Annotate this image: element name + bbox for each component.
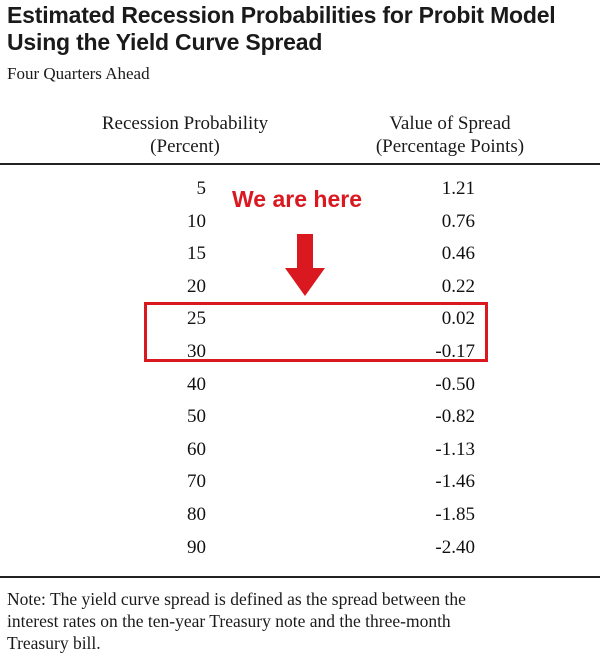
table-row-highlighted: 25 0.02: [0, 304, 600, 337]
spread-cell: 1.21: [441, 178, 475, 199]
table-row: 90 -2.40: [0, 533, 600, 566]
probability-cell: 25: [187, 308, 206, 330]
table-row: 80 -1.85: [0, 500, 600, 533]
table-note: Note: The yield curve spread is defined …: [7, 588, 592, 654]
down-arrow-icon: [285, 234, 325, 296]
probability-cell: 10: [187, 210, 206, 232]
probability-cell: 70: [187, 471, 206, 493]
probability-cell: 15: [187, 243, 206, 265]
table-row: 15 0.46: [0, 239, 600, 272]
column-header-spread: Value of Spread (Percentage Points): [340, 112, 560, 158]
header-divider: [0, 163, 600, 165]
spread-cell: 0.22: [441, 275, 475, 297]
column-header-probability-line-1: Recession Probability: [101, 113, 269, 134]
spread-cell: -1.85: [435, 503, 475, 525]
table-body: 5 1.21 10 0.76 15 0.46 20 0.22 25 0.02 3…: [0, 174, 600, 565]
probability-cell: 90: [187, 536, 206, 558]
spread-cell: 0.46: [441, 243, 475, 265]
probability-cell: 5: [196, 178, 207, 199]
probability-cell: 30: [187, 340, 206, 362]
probability-cell: 80: [187, 503, 206, 525]
probability-cell: 20: [187, 275, 206, 297]
note-line-1: Note: The yield curve spread is defined …: [7, 589, 466, 609]
column-header-probability-line-2: (Percent): [150, 136, 220, 157]
probability-cell: 60: [187, 438, 206, 460]
note-line-2: interest rates on the ten-year Treasury …: [7, 611, 451, 631]
we-are-here-callout: We are here: [232, 186, 362, 212]
column-header-spread-line-1: Value of Spread: [389, 113, 511, 134]
table-row: 20 0.22: [0, 272, 600, 305]
column-header-probability: Recession Probability (Percent): [70, 112, 300, 158]
spread-cell: -0.50: [435, 373, 475, 395]
spread-cell: 0.76: [441, 210, 475, 232]
title-line-2: Using the Yield Curve Spread: [7, 29, 323, 55]
highlight-box: [144, 302, 488, 362]
column-header-spread-line-2: (Percentage Points): [375, 136, 525, 157]
table-row: 70 -1.46: [0, 467, 600, 500]
spread-cell: -1.13: [435, 438, 475, 460]
spread-cell: -2.40: [435, 536, 475, 558]
table-row: 50 -0.82: [0, 402, 600, 435]
table-row: 40 -0.50: [0, 370, 600, 403]
table-row: 5 1.21: [0, 174, 600, 207]
spread-cell: -1.46: [435, 471, 475, 493]
table-row: 10 0.76: [0, 207, 600, 240]
title-line-1: Estimated Recession Probabilities for Pr…: [7, 2, 556, 28]
note-line-3: Treasury bill.: [7, 633, 101, 653]
footer-divider: [0, 576, 600, 578]
spread-cell: -0.17: [435, 340, 475, 362]
table-title: Estimated Recession Probabilities for Pr…: [7, 2, 597, 56]
table-row-highlighted: 30 -0.17: [0, 337, 600, 370]
table-subtitle: Four Quarters Ahead: [7, 64, 150, 83]
probability-cell: 50: [187, 406, 206, 428]
table-row: 60 -1.13: [0, 435, 600, 468]
spread-cell: 0.02: [441, 308, 475, 330]
probability-cell: 40: [187, 373, 206, 395]
spread-cell: -0.82: [435, 406, 475, 428]
